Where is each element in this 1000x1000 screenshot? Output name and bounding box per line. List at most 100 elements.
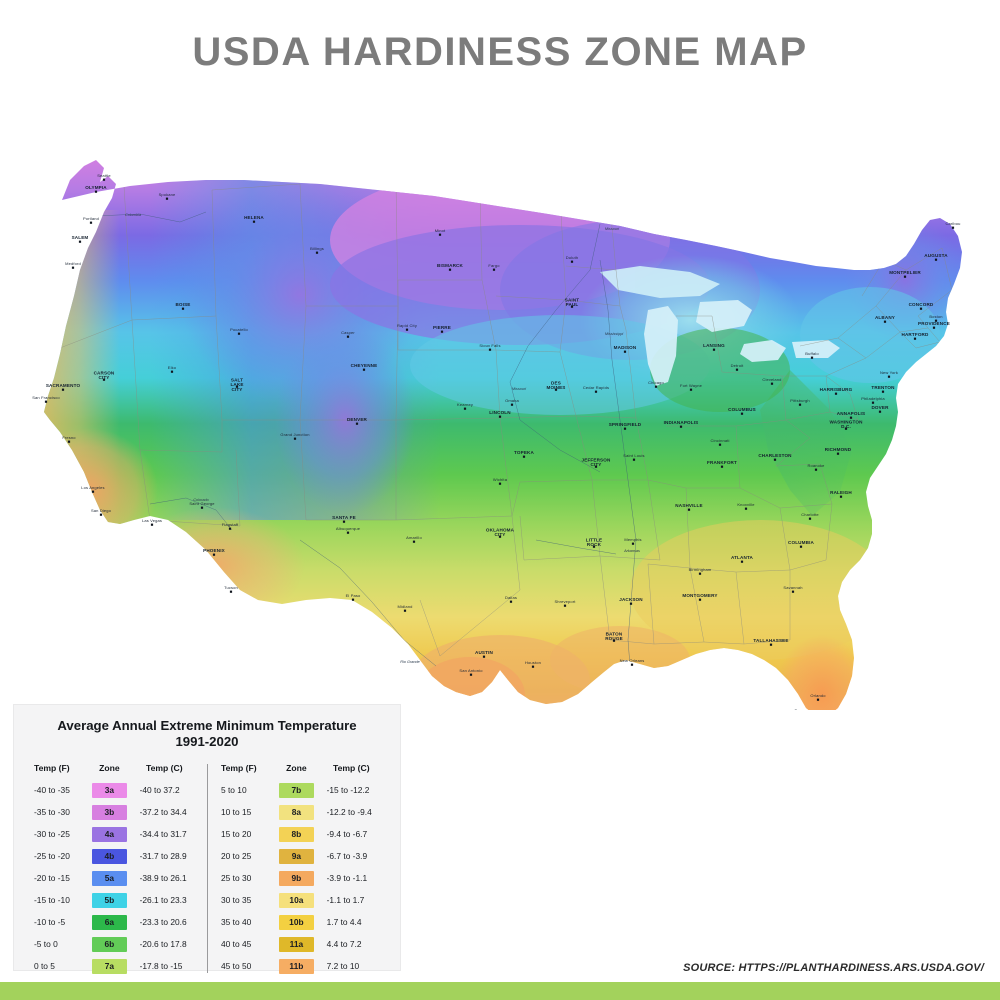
legend-row: -25 to -20 4b -31.7 to 28.9 [28, 845, 199, 867]
legend-cell-temp-f: 30 to 35 [221, 895, 252, 905]
city-label: Charlotte [801, 512, 819, 520]
city-name-text: ALBANY [875, 315, 895, 320]
city-label: Elko [168, 365, 177, 373]
city-marker-dot [498, 535, 502, 538]
capital-label: AUSTIN [475, 650, 493, 658]
city-label: Detroit [731, 363, 744, 371]
city-label: San Francisco [32, 395, 60, 403]
city-marker-dot [798, 403, 802, 406]
capital-label: SPRINGFIELD [609, 422, 642, 430]
zone-swatch-3a: 3a [92, 782, 127, 798]
city-marker-dot [632, 458, 636, 461]
city-label: San Diego [91, 508, 111, 516]
legend-cell-zone: 8a [276, 801, 316, 823]
legend-cell-zone: 5a [89, 867, 129, 889]
city-name-text: INDIANAPOLIS [664, 420, 699, 425]
city-marker-dot [654, 385, 658, 388]
city-label: New York [880, 370, 898, 378]
city-name-text: Kearney [457, 402, 473, 407]
legend-cell-temp-c: -12.2 to -9.4 [326, 807, 372, 817]
capital-label: SANTA FE [332, 515, 356, 523]
legend-cell-zone: 4a [89, 823, 129, 845]
city-name-text: OKLAHOMA [486, 528, 515, 533]
city-name-text: Cleveland [762, 377, 781, 382]
zone-swatch-7a: 7a [92, 958, 127, 974]
capital-label: MONTPELIER [889, 270, 921, 278]
capital-label: HELENA [244, 215, 264, 223]
legend-cell-temp-c: 7.2 to 10 [326, 961, 360, 971]
capital-label: DENVER [347, 417, 368, 425]
city-marker-dot [91, 490, 95, 493]
city-name-text: RICHMOND [825, 447, 852, 452]
city-marker-dot [522, 455, 526, 458]
city-name-text: Spokane [159, 192, 176, 197]
capital-label: SALEM [72, 235, 88, 243]
city-marker-dot [212, 553, 216, 556]
city-label: New Orleans [620, 658, 644, 666]
city-name-text: Fargo [488, 263, 500, 268]
zone-swatch-6b: 6b [92, 936, 127, 952]
legend-cell-zone: 10b [276, 911, 316, 933]
city-marker-dot [810, 356, 814, 359]
legend-row: 0 to 5 7a -17.8 to -15 [28, 955, 199, 977]
city-label: Amarillo [406, 535, 422, 543]
capital-label: BOISE [175, 302, 190, 310]
legend-cell-temp-c: -20.6 to 17.8 [139, 939, 187, 949]
city-marker-dot [463, 407, 467, 410]
city-name-text: CITY [98, 375, 109, 380]
city-marker-dot [342, 520, 346, 523]
state-boundaries [59, 183, 953, 657]
city-name-text: Fresno [62, 435, 76, 440]
city-marker-dot [770, 382, 774, 385]
legend-cell-zone: 7a [89, 955, 129, 977]
city-label: Memphis [624, 537, 641, 545]
city-name-text: DENVER [347, 417, 368, 422]
city-name-text: CITY [231, 387, 242, 392]
legend-cell-zone: 5b [89, 889, 129, 911]
city-label: Pocatello [230, 327, 248, 335]
capital-label: CHEYENNE [351, 363, 377, 371]
zone-swatch-4b: 4b [92, 848, 127, 864]
city-name-text: SAINT [565, 298, 580, 303]
capital-label: PROVIDENCE [918, 321, 950, 329]
legend-cell-zone: 3b [89, 801, 129, 823]
city-marker-dot [237, 332, 241, 335]
city-name-text: Amarillo [406, 535, 422, 540]
capital-label: JACKSON [619, 597, 643, 605]
legend-cell-temp-f: -5 to 0 [34, 939, 58, 949]
city-label: Houston [525, 660, 541, 668]
capital-label: NASHVILLE [675, 503, 703, 511]
legend-cell-temp-f: 20 to 25 [221, 851, 252, 861]
capital-label: RALEIGH [830, 490, 852, 498]
legend-cell-temp-f: 35 to 40 [221, 917, 252, 927]
city-marker-dot [594, 465, 598, 468]
city-marker-dot [412, 540, 416, 543]
city-name-text: HELENA [244, 215, 264, 220]
city-marker-dot [791, 590, 795, 593]
legend-divider [207, 764, 208, 973]
city-name-text: Knoxville [737, 502, 755, 507]
city-marker-dot [623, 427, 627, 430]
city-marker-dot [165, 197, 169, 200]
city-name-text: HARRISBURG [820, 387, 853, 392]
city-name-text: COLUMBIA [788, 540, 814, 545]
city-name-text: CITY [590, 462, 601, 467]
city-marker-dot [228, 527, 232, 530]
city-marker-dot [881, 390, 885, 393]
zone-swatch-8a: 8a [279, 804, 314, 820]
city-marker-dot [570, 260, 574, 263]
city-name-text: DES [551, 381, 561, 386]
city-marker-dot [448, 268, 452, 271]
city-name-text: PROVIDENCE [918, 321, 950, 326]
legend-header-zone: Zone [99, 763, 120, 773]
city-marker-dot [362, 368, 366, 371]
capital-label: CHARLESTON [758, 453, 792, 461]
city-label: Flagstaff [222, 522, 239, 530]
city-label: Cedar Rapids [583, 385, 609, 393]
legend-cell-temp-f: 10 to 15 [221, 807, 252, 817]
capital-label: MADISON [614, 345, 637, 353]
city-marker-dot [403, 609, 407, 612]
